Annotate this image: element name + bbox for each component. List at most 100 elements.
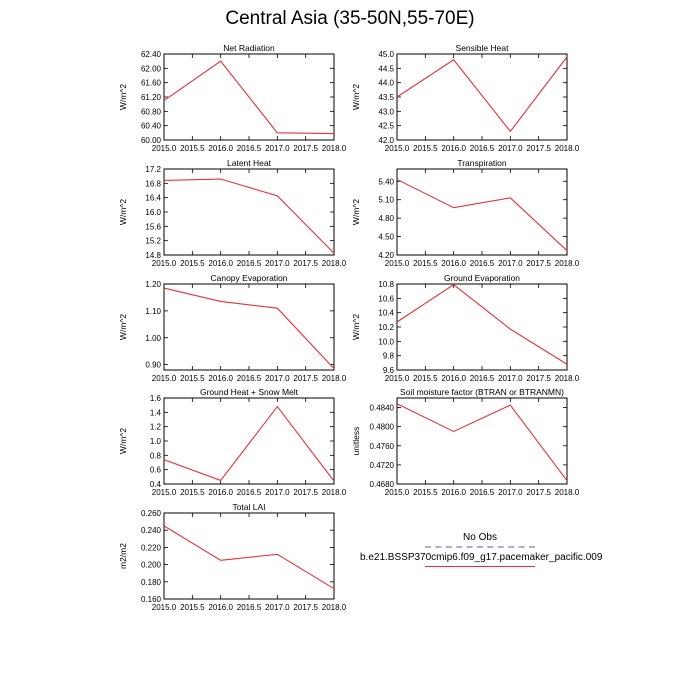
y-tick-label: 10.2 xyxy=(378,323,394,332)
page-title: Central Asia (35-50N,55-70E) xyxy=(225,8,475,29)
x-tick-label: 2015.0 xyxy=(385,259,410,268)
x-tick-label: 2015.5 xyxy=(413,259,438,268)
x-tick-label: 2016.5 xyxy=(470,259,495,268)
x-tick-label: 2017.5 xyxy=(526,144,551,153)
x-tick-label: 2015.0 xyxy=(152,374,177,383)
x-tick-label: 2016.5 xyxy=(470,374,495,383)
x-tick-label: 2015.0 xyxy=(385,488,410,497)
y-tick-label: 60.80 xyxy=(141,107,162,116)
x-tick-label: 2016.0 xyxy=(208,374,233,383)
y-tick-label: 0.160 xyxy=(141,595,162,604)
y-tick-label: 1.00 xyxy=(145,334,161,343)
legend: No Obs b.e21.BSSP370cmip6.f09_g17.pacema… xyxy=(360,532,602,571)
y-tick-label: 16.0 xyxy=(145,208,161,217)
y-axis-label: W/m^2 xyxy=(351,199,361,225)
series-line xyxy=(396,56,568,133)
y-tick-label: 1.2 xyxy=(150,423,162,432)
x-tick-label: 2015.0 xyxy=(152,259,177,268)
x-tick-label: 2018.0 xyxy=(322,259,347,268)
series-line xyxy=(396,178,568,252)
y-tick-label: 10.0 xyxy=(378,337,394,346)
x-tick-label: 2016.0 xyxy=(441,488,466,497)
plot-frame xyxy=(163,168,335,256)
x-tick-label: 2015.5 xyxy=(413,144,438,153)
panel-title: Ground Evaporation xyxy=(444,273,520,283)
x-tick-label: 2016.5 xyxy=(470,144,495,153)
x-tick-label: 2017.5 xyxy=(526,488,551,497)
y-tick-label: 0.4720 xyxy=(370,461,395,470)
x-tick-label: 2015.0 xyxy=(152,603,177,612)
x-tick-label: 2017.0 xyxy=(265,488,290,497)
plot-frame xyxy=(396,168,568,256)
y-tick-label: 62.00 xyxy=(141,64,162,73)
x-tick-label: 2016.5 xyxy=(237,259,262,268)
y-tick-label: 10.6 xyxy=(378,294,394,303)
y-tick-label: 1.0 xyxy=(150,437,162,446)
y-axis-label: W/m^2 xyxy=(118,314,128,340)
x-tick-label: 2015.0 xyxy=(385,144,410,153)
y-tick-label: 44.5 xyxy=(378,64,394,73)
y-tick-label: 61.20 xyxy=(141,93,162,102)
x-tick-label: 2015.0 xyxy=(152,488,177,497)
plot-frame xyxy=(163,397,335,485)
y-tick-label: 4.80 xyxy=(378,214,394,223)
x-tick-label: 2018.0 xyxy=(555,374,580,383)
series-line xyxy=(396,403,568,481)
y-axis-label: W/m^2 xyxy=(351,84,361,110)
panel-title: Sensible Heat xyxy=(456,43,510,53)
chart-panel-6: Ground Evaporation 2015.0 2015.5 2016.0 2016… xyxy=(351,273,580,383)
y-tick-label: 45.0 xyxy=(378,50,394,59)
x-tick-label: 2018.0 xyxy=(322,603,347,612)
y-tick-label: 4.50 xyxy=(378,233,394,242)
y-tick-label: 0.4800 xyxy=(370,423,395,432)
plot-frame xyxy=(396,53,568,141)
y-tick-label: 42.0 xyxy=(378,136,394,145)
x-tick-label: 2016.5 xyxy=(237,144,262,153)
y-tick-label: 0.90 xyxy=(145,361,161,370)
x-tick-label: 2016.5 xyxy=(237,603,262,612)
panel-title: Canopy Evaporation xyxy=(210,273,287,283)
series-line xyxy=(163,405,335,482)
series-line xyxy=(163,60,335,135)
y-tick-label: 10.8 xyxy=(378,280,394,289)
x-tick-label: 2017.0 xyxy=(265,259,290,268)
y-axis-label: W/m^2 xyxy=(118,428,128,454)
y-axis-label: W/m^2 xyxy=(351,314,361,340)
y-tick-label: 9.6 xyxy=(383,366,395,375)
x-tick-label: 2017.5 xyxy=(293,374,318,383)
chart-panel-8: Soil moisture factor (BTRAN or BTRANMN) 2… xyxy=(351,387,580,497)
y-tick-label: 60.00 xyxy=(141,136,162,145)
y-tick-label: 16.8 xyxy=(145,179,161,188)
y-tick-label: 15.6 xyxy=(145,222,161,231)
y-tick-label: 1.10 xyxy=(145,307,161,316)
panel-title: Total LAI xyxy=(232,502,265,512)
plot-frame xyxy=(396,283,568,371)
panel-title: Ground Heat + Snow Melt xyxy=(200,387,299,397)
y-tick-label: 14.8 xyxy=(145,251,161,260)
x-tick-label: 2017.5 xyxy=(526,259,551,268)
x-tick-label: 2017.5 xyxy=(293,603,318,612)
x-tick-label: 2015.5 xyxy=(413,374,438,383)
x-tick-label: 2017.0 xyxy=(498,488,523,497)
x-tick-label: 2017.5 xyxy=(293,488,318,497)
y-tick-label: 1.20 xyxy=(145,280,161,289)
y-axis-label: W/m^2 xyxy=(118,199,128,225)
plot-frame xyxy=(163,512,335,600)
y-tick-label: 16.4 xyxy=(145,194,161,203)
y-tick-label: 0.8 xyxy=(150,451,162,460)
x-tick-label: 2017.0 xyxy=(498,144,523,153)
y-axis-label: W/m^2 xyxy=(118,84,128,110)
y-axis-label: m2/m2 xyxy=(118,543,128,569)
y-tick-label: 62.40 xyxy=(141,50,162,59)
x-tick-label: 2016.0 xyxy=(208,603,233,612)
x-tick-label: 2017.0 xyxy=(498,259,523,268)
y-tick-label: 0.6 xyxy=(150,466,162,475)
series-line xyxy=(163,287,335,370)
y-tick-label: 15.2 xyxy=(145,237,161,246)
plot-frame xyxy=(396,397,568,485)
